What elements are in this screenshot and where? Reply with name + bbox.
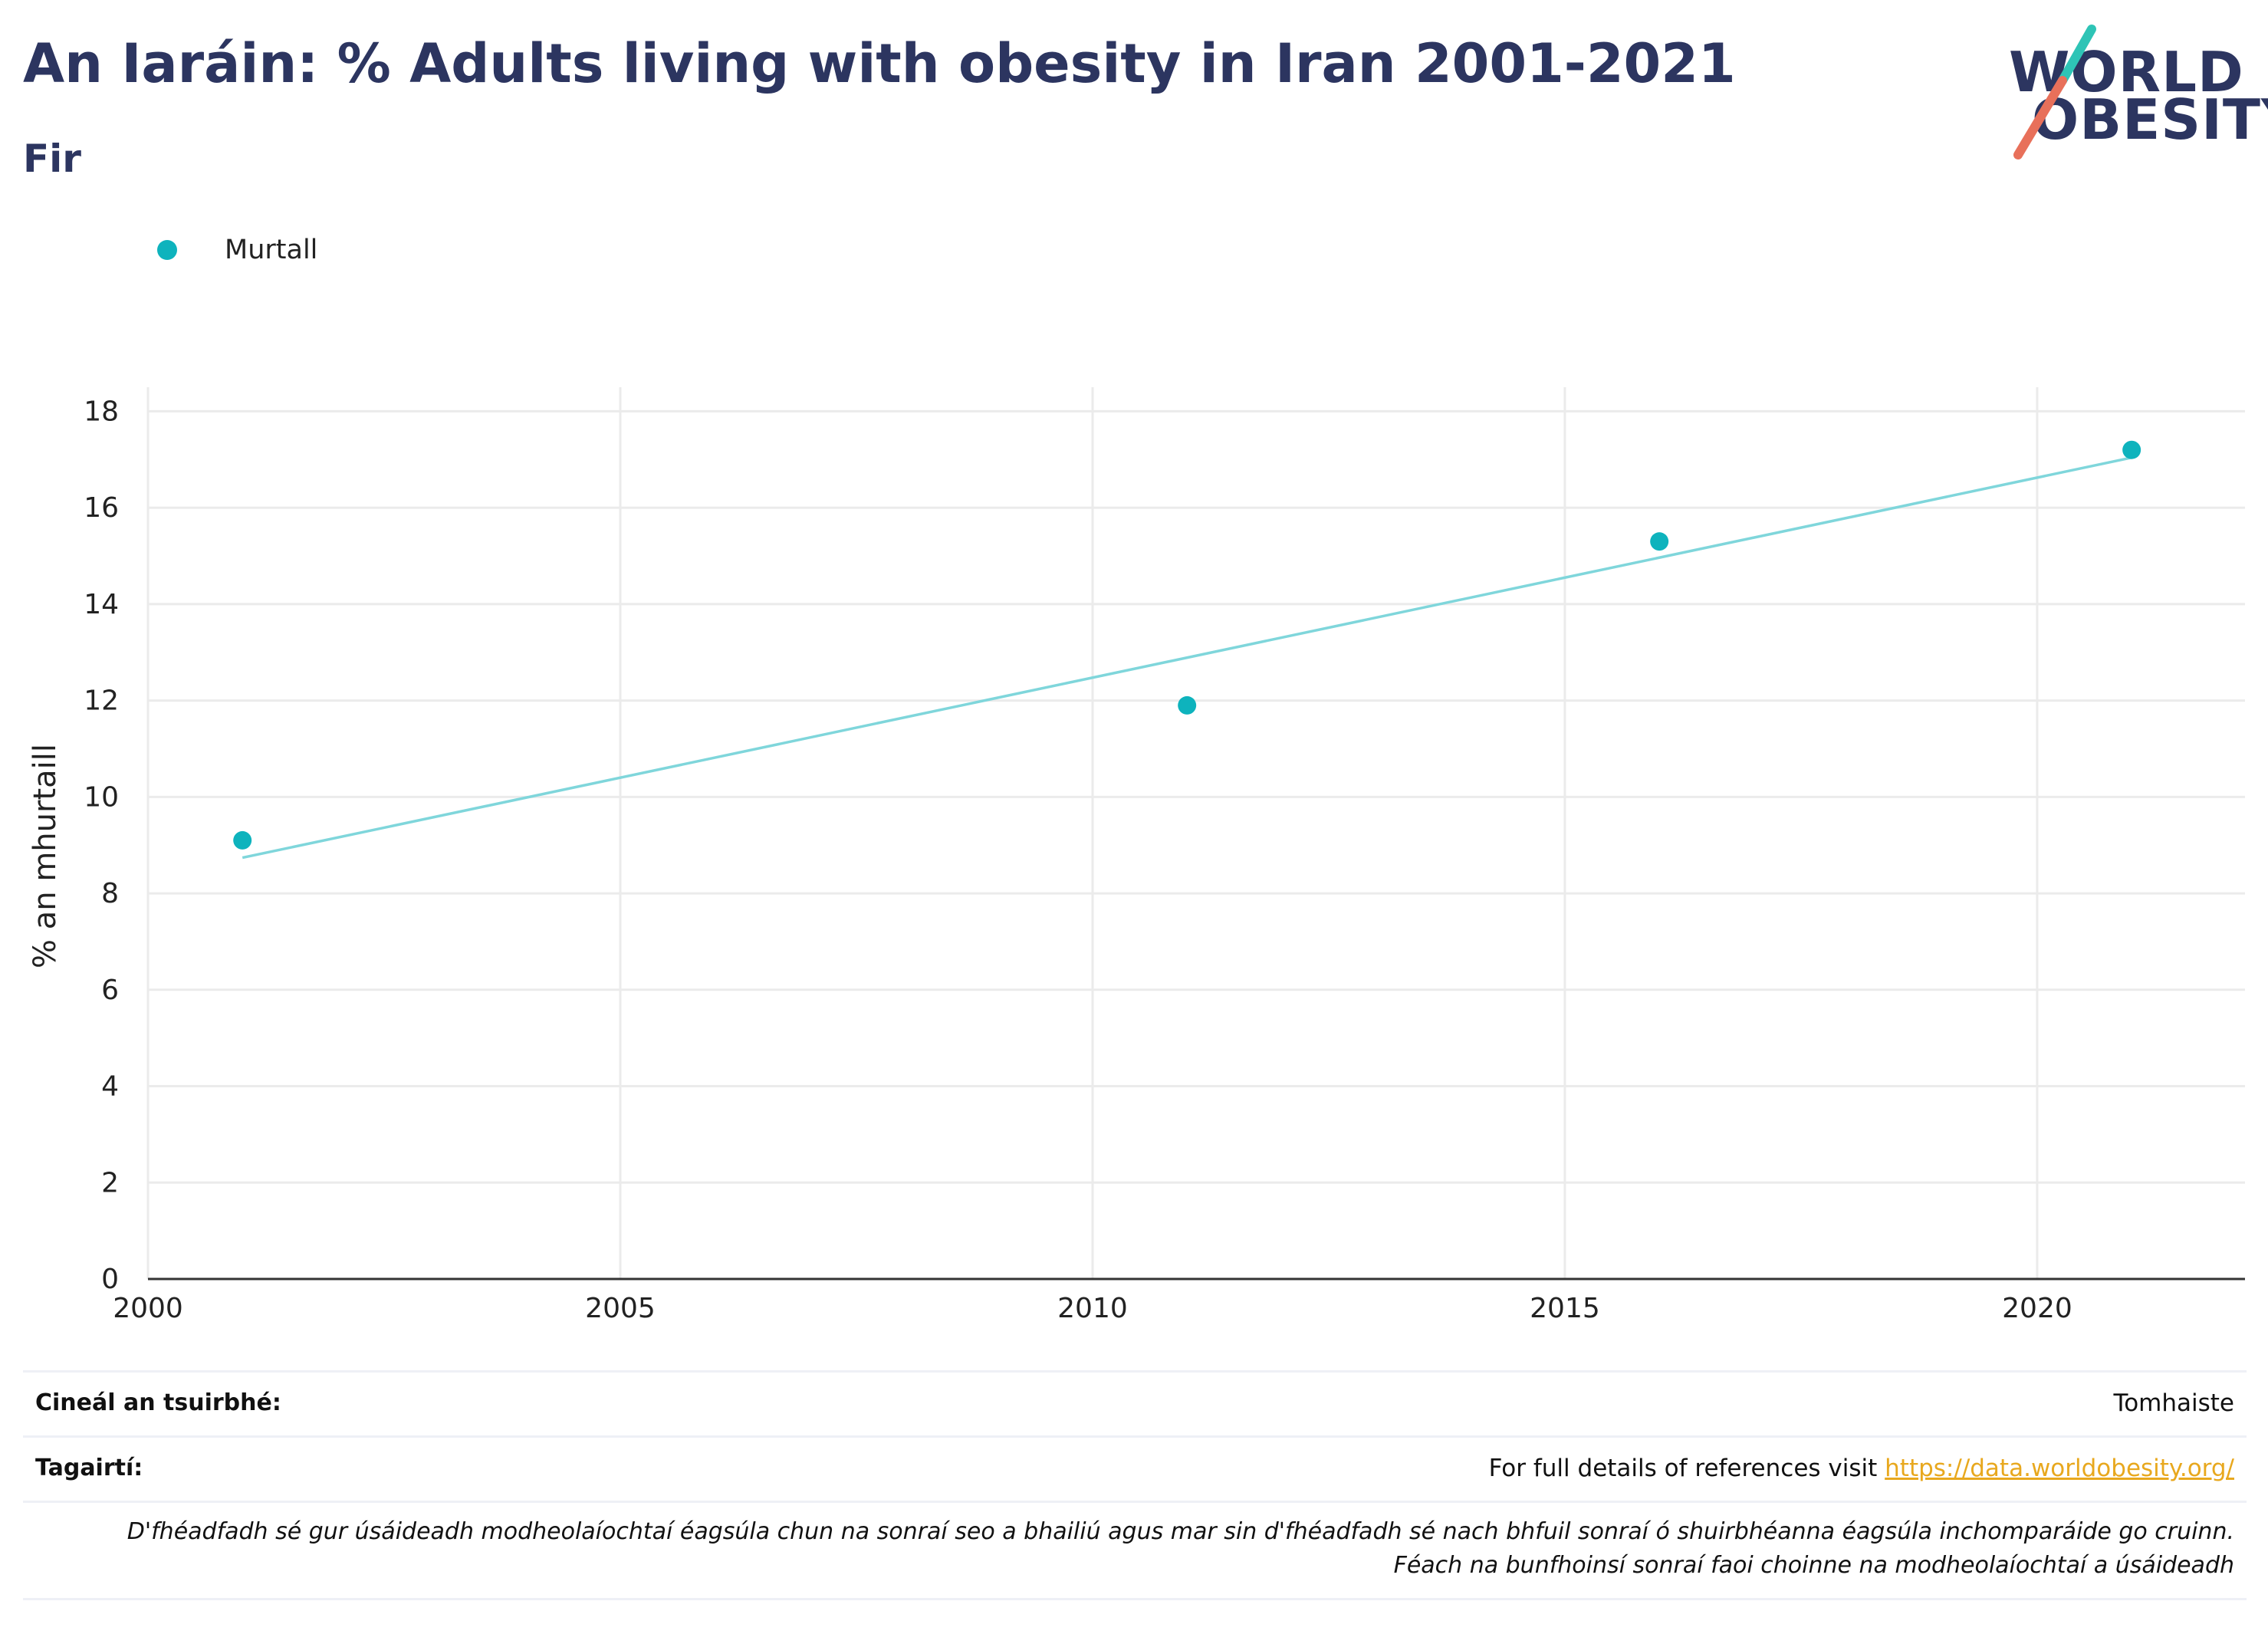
y-tick-label: 14 bbox=[84, 589, 119, 620]
references-link[interactable]: https://data.worldobesity.org/ bbox=[1885, 1455, 2234, 1482]
logo-word-obesity: OBESITY bbox=[2032, 87, 2268, 152]
chart-title: An Iaráin: % Adults living with obesity … bbox=[23, 32, 1736, 95]
world-obesity-logo: WORLD OBESITY bbox=[2001, 23, 2268, 161]
y-tick-label: 6 bbox=[101, 975, 119, 1006]
x-tick-label: 2015 bbox=[1530, 1293, 1600, 1324]
legend-marker bbox=[157, 240, 177, 260]
data-point[interactable] bbox=[233, 830, 252, 850]
survey-type-value: Tomhaiste bbox=[2113, 1389, 2234, 1417]
x-axis-ticks: 2000 2005 2010 2015 2020 bbox=[113, 1293, 2072, 1324]
y-tick-label: 18 bbox=[84, 396, 119, 427]
footer-info-table: Cineál an tsuirbhé: Tomhaiste Tagairtí: … bbox=[23, 1370, 2247, 1600]
legend: Murtall bbox=[157, 227, 317, 273]
data-point[interactable] bbox=[2122, 440, 2141, 459]
y-tick-label: 12 bbox=[84, 685, 119, 717]
y-tick-label: 10 bbox=[84, 781, 119, 813]
trend-line bbox=[242, 456, 2132, 860]
y-axis-ticks: 0 2 4 6 8 10 12 14 16 18 bbox=[84, 396, 119, 1295]
data-point[interactable] bbox=[1178, 695, 1197, 715]
x-tick-label: 2020 bbox=[2002, 1293, 2072, 1324]
x-tick-label: 2005 bbox=[585, 1293, 656, 1324]
data-points bbox=[233, 440, 2141, 850]
y-tick-label: 4 bbox=[101, 1071, 119, 1103]
footer-row-references: Tagairtí: For full details of references… bbox=[23, 1435, 2247, 1501]
footer-row-survey-type: Cineál an tsuirbhé: Tomhaiste bbox=[23, 1370, 2247, 1435]
x-tick-label: 2000 bbox=[113, 1293, 183, 1324]
data-point[interactable] bbox=[1650, 532, 1669, 551]
references-label: Tagairtí: bbox=[35, 1455, 143, 1481]
methodology-note-line1: D'fhéadfadh sé gur úsáideadh modheolaíoc… bbox=[127, 1518, 2234, 1545]
logo-slash-icon bbox=[2013, 25, 2096, 159]
footer-row-note: D'fhéadfadh sé gur úsáideadh modheolaíoc… bbox=[23, 1501, 2247, 1600]
y-tick-label: 0 bbox=[101, 1264, 119, 1295]
y-tick-label: 8 bbox=[101, 878, 119, 909]
x-tick-label: 2010 bbox=[1057, 1293, 1128, 1324]
logo-word-world: WORLD bbox=[2009, 40, 2244, 104]
survey-type-label: Cineál an tsuirbhé: bbox=[35, 1389, 281, 1416]
grid-lines bbox=[146, 387, 2245, 1279]
legend-label-murtall: Murtall bbox=[225, 235, 318, 265]
y-tick-label: 2 bbox=[101, 1167, 119, 1198]
y-tick-label: 16 bbox=[84, 492, 119, 524]
references-text: For full details of references visit bbox=[1488, 1455, 1885, 1482]
y-axis-label: % an mhurtaill bbox=[28, 744, 63, 968]
chart-subtitle: Fir bbox=[23, 136, 81, 181]
methodology-note: D'fhéadfadh sé gur úsáideadh modheolaíoc… bbox=[127, 1515, 2234, 1583]
references-value: For full details of references visit htt… bbox=[1489, 1455, 2234, 1482]
scatter-chart: 0 2 4 6 8 10 12 14 16 18 2000 2005 2010 2015 2020 % a… bbox=[28, 387, 2245, 1324]
methodology-note-line2: Féach na bunfhoinsí sonraí faoi choinne … bbox=[1393, 1552, 2234, 1579]
